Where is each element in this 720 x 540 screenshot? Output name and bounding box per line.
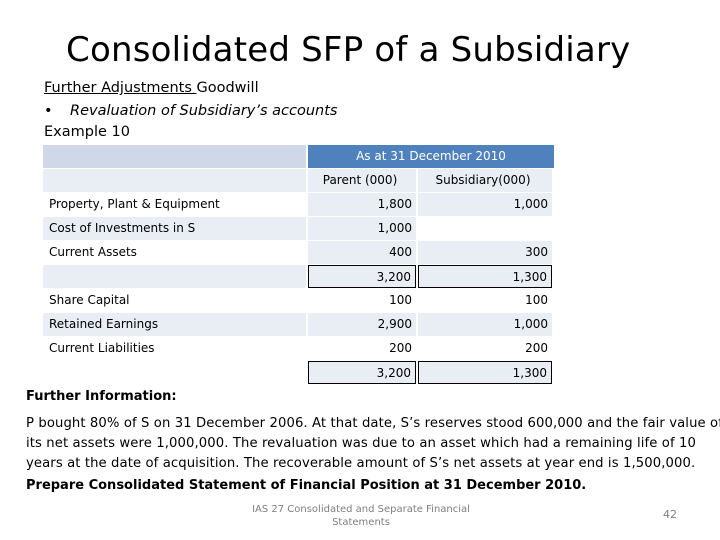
bullet-text: Revaluation of Subsidiary’s accounts	[70, 103, 338, 119]
subsidiary-value: 1,000	[418, 193, 552, 216]
row-label: Share Capital	[49, 293, 130, 307]
subsidiary-value: 1,000	[418, 313, 552, 336]
subsidiary-value: 300	[418, 241, 552, 264]
row-label	[43, 265, 306, 288]
table-row-total-assets: 3,200 1,300	[43, 265, 554, 288]
header-blank	[43, 145, 306, 168]
column-header-subsidiary: Subsidiary(000)	[418, 169, 552, 192]
column-header-blank	[43, 169, 306, 192]
parent-value: 2,900	[308, 313, 416, 336]
column-header-row: Parent (000) Subsidiary(000)	[43, 169, 554, 192]
further-info-body: P bought 80% of S on 31 December 2006. A…	[26, 416, 720, 471]
further-info-title: Further Information:	[26, 389, 177, 404]
parent-total: 3,200	[308, 265, 416, 288]
parent-value: 1,000	[308, 217, 416, 240]
table-row: Property, Plant & Equipment 1,800 1,000	[43, 193, 554, 216]
subtitle-rest: Goodwill	[196, 80, 259, 96]
row-label	[43, 361, 306, 384]
parent-value: 1,800	[308, 193, 416, 216]
table-header: As at 31 December 2010	[308, 145, 554, 168]
row-label: Property, Plant & Equipment	[49, 197, 220, 211]
subsidiary-total: 1,300	[418, 361, 552, 384]
example-label: Example 10	[44, 124, 130, 140]
bullet-icon: •	[44, 103, 53, 119]
table-row-total-equity: 3,200 1,300	[43, 361, 554, 384]
row-label: Current Assets	[49, 245, 137, 259]
table-row: Current Assets 400 300	[43, 241, 554, 264]
table-row: Cost of Investments in S 1,000	[43, 217, 554, 240]
requirement-text: Prepare Consolidated Statement of Financ…	[26, 478, 587, 493]
parent-value: 200	[389, 341, 412, 355]
parent-value: 100	[389, 293, 412, 307]
parent-total: 3,200	[308, 361, 416, 384]
table-row: Retained Earnings 2,900 1,000	[43, 313, 554, 336]
footer-text: IAS 27 Consolidated and Separate Financi…	[252, 504, 470, 528]
table-row: Current Liabilities 200 200	[43, 337, 554, 360]
bullet-line: • Revaluation of Subsidiary’s accounts	[44, 103, 337, 119]
table-header-row: As at 31 December 2010	[43, 145, 554, 168]
table-row: Share Capital 100 100	[43, 289, 554, 312]
subtitle-line: Further Adjustments Goodwill	[44, 80, 259, 96]
row-label: Current Liabilities	[49, 341, 155, 355]
subsidiary-value: 100	[525, 293, 548, 307]
parent-value: 400	[308, 241, 416, 264]
row-label: Retained Earnings	[43, 313, 306, 336]
page-number: 42	[663, 508, 677, 521]
subsidiary-value: 200	[525, 341, 548, 355]
subsidiary-total: 1,300	[418, 265, 552, 288]
subsidiary-value	[418, 217, 552, 240]
slide-title: Consolidated SFP of a Subsidiary	[66, 30, 631, 70]
row-label: Cost of Investments in S	[43, 217, 306, 240]
subtitle-underlined: Further Adjustments	[44, 80, 197, 96]
column-header-parent: Parent (000)	[308, 169, 416, 192]
